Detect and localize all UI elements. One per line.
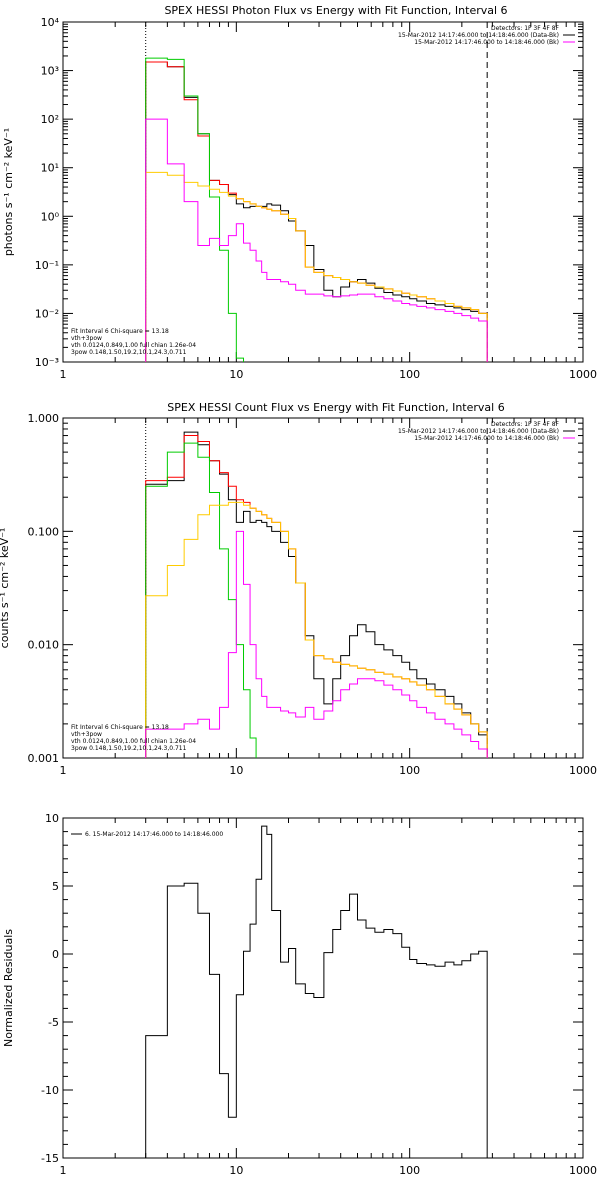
photon-plot-frame: [62, 21, 584, 363]
series-line-0: [145, 825, 488, 1158]
legend-left-entry: vth 0.0124,0.849,1.00 full chian 1.26e-0…: [71, 342, 196, 349]
x-tick-label: 1: [60, 1164, 67, 1177]
legend-right-entry: Detectors: 1F 3F 4F 8F: [491, 421, 560, 428]
legend-left-entry: 3pow 0.148,1.50,19.2,10.1,24.3,0.711: [71, 745, 187, 752]
residuals-panel: Normalized Residuals 1 10 100 1000 -15 -10 -5 0…: [2, 812, 597, 1177]
y-tick-label: 10⁻²: [35, 307, 59, 320]
y-tick-label: 10⁻³: [35, 356, 59, 369]
x-tick-label: 100: [399, 368, 420, 381]
legend-right-entry: 15-Mar-2012 14:17:46.000 to 14:18:46.000…: [398, 428, 559, 435]
y-tick-label: 10³: [41, 65, 59, 78]
series-line-0: [145, 61, 488, 362]
legend-left-entry: 3pow 0.148,1.50,19.2,10.1,24.3,0.711: [71, 349, 187, 356]
residuals-ylabel: Normalized Residuals: [2, 929, 15, 1047]
y-tick-label: 0.010: [28, 639, 60, 652]
legend-left-entry: vth+3pow: [71, 731, 102, 738]
y-tick-label: 10¹: [41, 162, 59, 175]
y-tick-label: 0.100: [28, 525, 60, 538]
x-tick-label: 1000: [569, 1164, 597, 1177]
y-tick-label: 10⁰: [41, 210, 60, 223]
count-flux-panel: SPEX HESSI Count Flux vs Energy with Fit…: [0, 401, 597, 777]
y-tick-label: -10: [41, 1084, 59, 1097]
series-line-3: [145, 501, 488, 758]
photon-flux-panel: SPEX HESSI Photon Flux vs Energy with Fi…: [2, 4, 597, 381]
x-tick-label: 100: [399, 1164, 420, 1177]
y-tick-label: 0.001: [28, 752, 60, 765]
legend-right-entry: 15-Mar-2012 14:17:46.000 to 14:18:46.000…: [414, 39, 559, 46]
y-tick-label: 10⁻¹: [35, 259, 59, 272]
x-tick-label: 1: [60, 368, 67, 381]
y-tick-label: 10²: [41, 113, 59, 126]
series-line-2: [145, 442, 257, 758]
legend-left-entry: vth 0.0124,0.849,1.00 full chian 1.26e-0…: [71, 738, 196, 745]
y-tick-label: 0: [52, 948, 59, 961]
photon-plot-content: 1 10 100 1000 10⁻³ 10⁻² 10⁻¹ 10⁰ 10¹ 10² 10³ 10⁴ Det…: [35, 16, 597, 381]
count-plot-content: 1 10 100 1000 0.001 0.010 0.100 1.000 Detectors:…: [28, 412, 598, 777]
legend-left-entry: 6. 15-Mar-2012 14:17:46.000 to 14:18:46.…: [85, 831, 223, 838]
count-plot-frame: [62, 417, 584, 759]
legend-left-entry: vth+3pow: [71, 335, 102, 342]
series-line-4: [145, 118, 488, 362]
legend-right-entry: 15-Mar-2012 14:17:46.000 to 14:18:46.000…: [414, 435, 559, 442]
photon-chart-title: SPEX HESSI Photon Flux vs Energy with Fi…: [164, 4, 507, 17]
x-tick-label: 1000: [569, 368, 597, 381]
series-line-4: [145, 530, 488, 758]
photon-ylabel: photons s⁻¹ cm⁻² keV⁻¹: [2, 128, 15, 256]
y-tick-label: 10: [45, 812, 59, 825]
x-tick-label: 1000: [569, 764, 597, 777]
series-line-0: [145, 431, 488, 758]
x-tick-label: 1: [60, 764, 67, 777]
legend-right-entry: Detectors: 1F 3F 4F 8F: [491, 25, 560, 32]
series-line-2: [145, 57, 245, 362]
series-line-1: [145, 61, 488, 362]
legend-left-entry: Fit Interval 6 Chi-square = 13.18: [71, 328, 169, 335]
series-line-1: [145, 435, 488, 758]
y-tick-label: 5: [52, 880, 59, 893]
legend-right-entry: 15-Mar-2012 14:17:46.000 to 14:18:46.000…: [398, 32, 559, 39]
series-line-3: [145, 171, 488, 362]
x-tick-label: 10: [229, 368, 243, 381]
x-tick-label: 10: [229, 764, 243, 777]
y-tick-label: 10⁴: [41, 16, 60, 29]
count-chart-title: SPEX HESSI Count Flux vs Energy with Fit…: [167, 401, 504, 414]
y-tick-label: -15: [41, 1152, 59, 1165]
x-tick-label: 100: [399, 764, 420, 777]
residuals-plot-content: 1 10 100 1000 -15 -10 -5 0 5 10 6. 15-Mar-2012 14:…: [41, 812, 597, 1177]
count-ylabel: counts s⁻¹ cm⁻² keV⁻¹: [0, 528, 11, 649]
y-tick-label: -5: [48, 1016, 59, 1029]
legend-left-entry: Fit Interval 6 Chi-square = 13.18: [71, 724, 169, 731]
y-tick-label: 1.000: [28, 412, 60, 425]
residuals-plot-frame: [62, 817, 584, 1159]
x-tick-label: 10: [229, 1164, 243, 1177]
